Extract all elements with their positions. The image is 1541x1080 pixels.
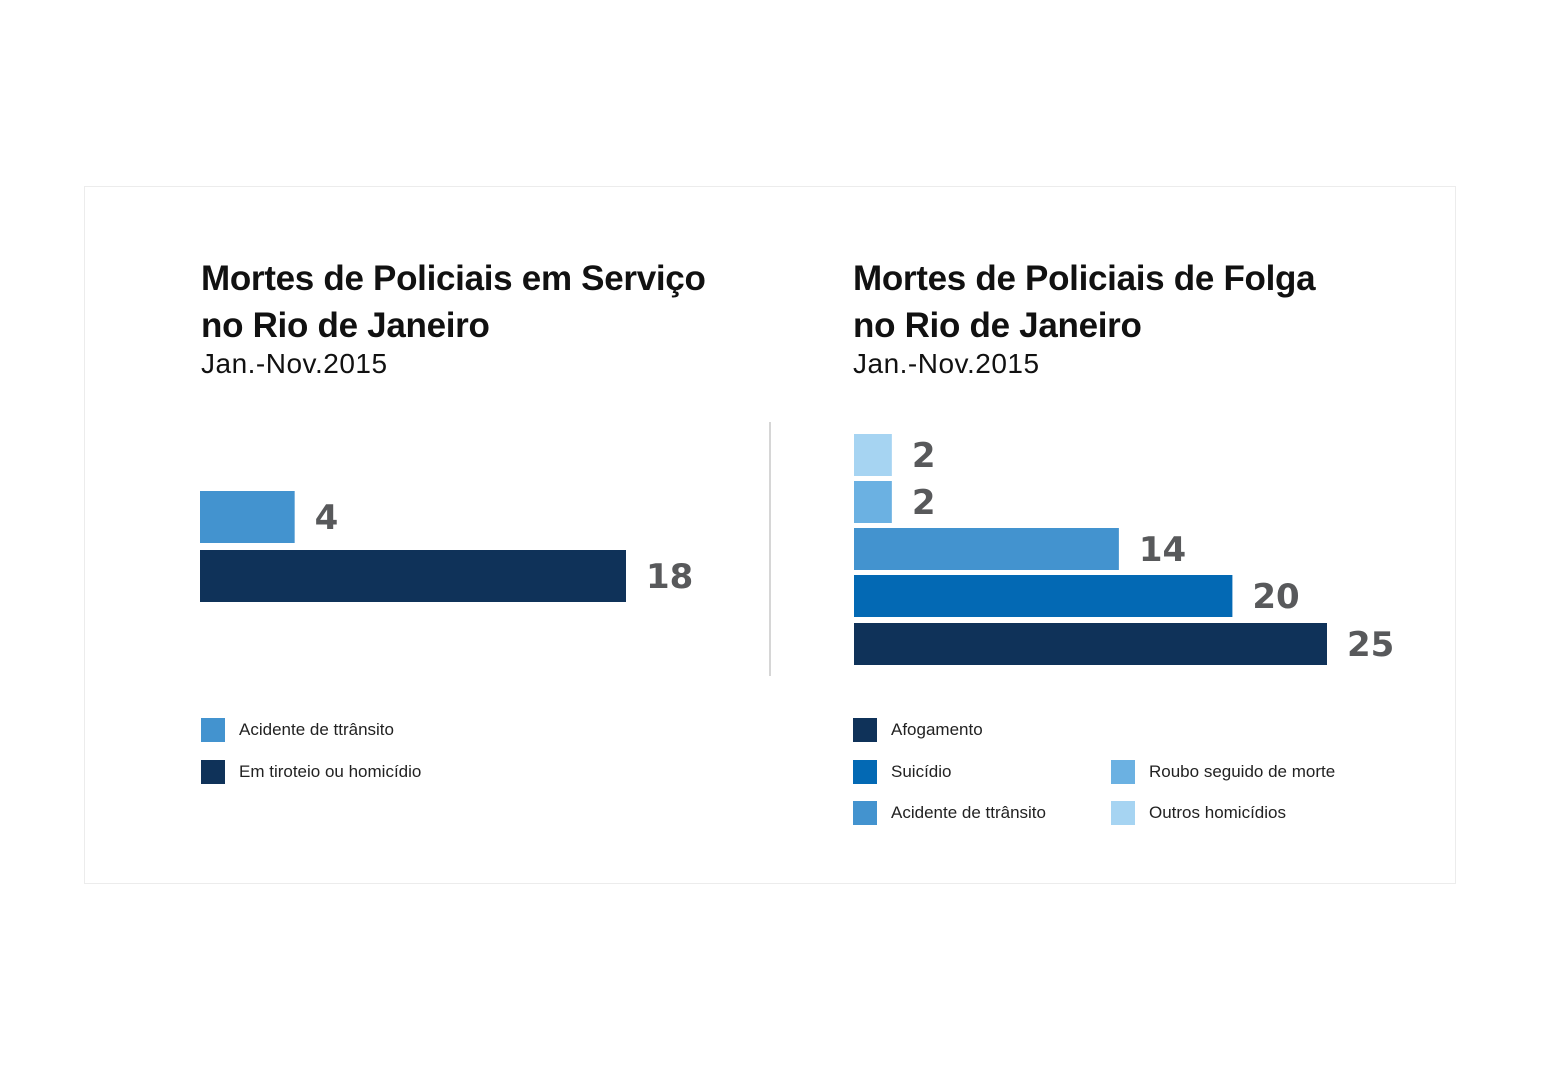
title-line: Mortes de Policiais de Folga [853, 259, 1316, 298]
bar-suic-dio [854, 575, 1233, 617]
legend-label: Suicídio [891, 762, 952, 781]
chart-title-off-duty: Mortes de Policiais de Folga no Rio de J… [853, 255, 1316, 349]
legend-swatch [853, 718, 877, 742]
legend-swatch [201, 760, 225, 784]
chart-divider [769, 422, 771, 676]
legend-label: Outros homicídios [1149, 803, 1286, 822]
legend-item: Suicídio [853, 760, 951, 784]
value-label: 2 [912, 483, 936, 523]
title-line: Mortes de Policiais em Serviço [201, 259, 706, 298]
title-line: no Rio de Janeiro [201, 306, 490, 345]
legend-swatch [201, 718, 225, 742]
legend-item: Afogamento [853, 718, 983, 742]
legend-item: Em tiroteio ou homicídio [201, 760, 421, 784]
legend-label: Acidente de ttrânsito [239, 720, 394, 739]
legend-swatch [853, 801, 877, 825]
legend-label: Roubo seguido de morte [1149, 762, 1336, 781]
bar-outros-homic-dios [854, 434, 892, 476]
chart-card [84, 186, 1456, 884]
legend-label: Acidente de ttrânsito [891, 803, 1046, 822]
bar-em-tiroteio-ou-homic-dio [200, 550, 626, 602]
bar-afogamento [854, 623, 1327, 665]
value-label: 4 [315, 498, 339, 538]
chart-subtitle-on-duty: Jan.-Nov.2015 [201, 348, 388, 379]
value-label: 20 [1252, 577, 1299, 617]
legend-label: Em tiroteio ou homicídio [239, 762, 422, 781]
legend-item: Outros homicídios [1111, 801, 1286, 825]
bar-roubo-seguido-de-morte [854, 481, 892, 523]
legend-label: Afogamento [891, 720, 983, 739]
value-label: 25 [1347, 625, 1394, 665]
bar-acidente-de-ttr-nsito [200, 491, 295, 543]
value-label: 14 [1139, 530, 1186, 570]
legend-item: Roubo seguido de morte [1111, 760, 1335, 784]
legend-swatch [1111, 801, 1135, 825]
chart-subtitle-off-duty: Jan.-Nov.2015 [853, 348, 1040, 379]
legend-item: Acidente de ttrânsito [201, 718, 394, 742]
value-label: 2 [912, 436, 936, 476]
value-label: 18 [646, 557, 693, 597]
bar-acidente-de-ttr-nsito [854, 528, 1119, 570]
title-line: no Rio de Janeiro [853, 306, 1142, 345]
legend-item: Acidente de ttrânsito [853, 801, 1046, 825]
legend-swatch [853, 760, 877, 784]
chart-title-on-duty: Mortes de Policiais em Serviço no Rio de… [201, 255, 706, 349]
legend-swatch [1111, 760, 1135, 784]
